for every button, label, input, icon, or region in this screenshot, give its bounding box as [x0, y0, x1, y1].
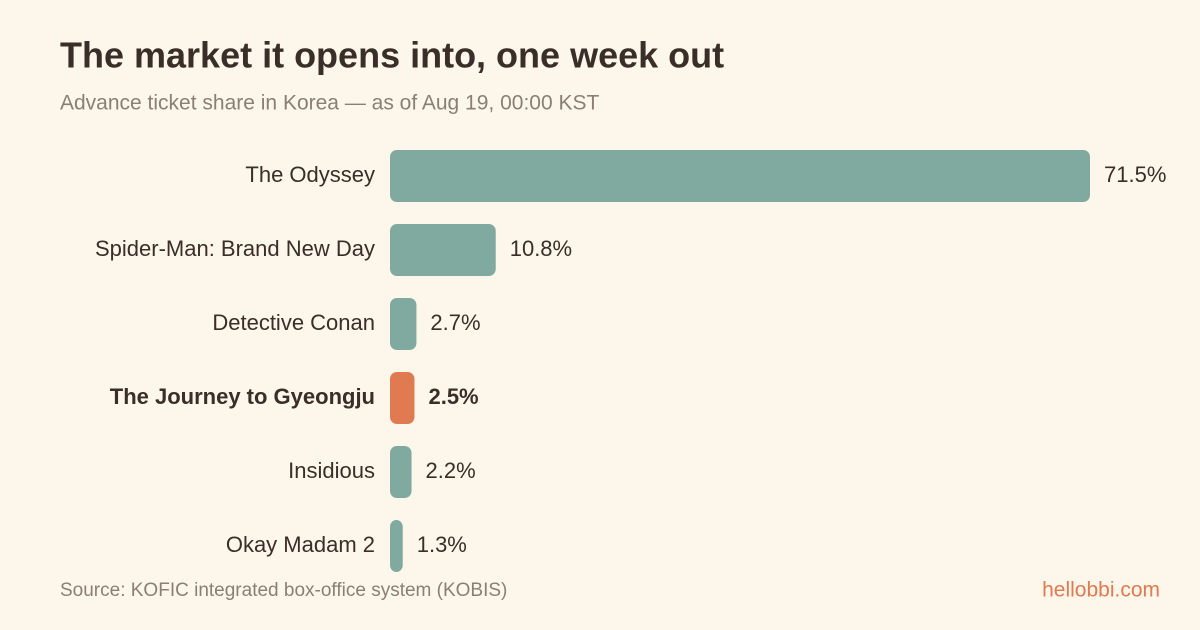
- bar: [390, 372, 415, 424]
- source: Source: KOFIC integrated box-office syst…: [60, 580, 507, 601]
- value-label: 2.5%: [428, 384, 478, 409]
- bar: [390, 150, 1090, 202]
- bar: [390, 224, 496, 276]
- value-label: 1.3%: [417, 532, 467, 557]
- category-label: Okay Madam 2: [226, 532, 375, 557]
- value-label: 10.8%: [510, 236, 572, 261]
- chart-title: The market it opens into, one week out: [60, 35, 724, 76]
- category-label: The Journey to Gyeongju: [110, 384, 375, 409]
- category-label: Spider-Man: Brand New Day: [95, 236, 375, 261]
- chart-subtitle: Advance ticket share in Korea — as of Au…: [60, 92, 599, 115]
- bar: [390, 520, 403, 572]
- category-label: Insidious: [288, 458, 375, 483]
- value-label: 2.2%: [426, 458, 476, 483]
- value-label: 2.7%: [430, 310, 480, 335]
- value-label: 71.5%: [1104, 162, 1166, 187]
- category-label: Detective Conan: [212, 310, 375, 335]
- bar: [390, 446, 412, 498]
- category-label: The Odyssey: [245, 162, 375, 187]
- bar: [390, 298, 417, 350]
- brand: hellobbi.com: [1042, 579, 1160, 602]
